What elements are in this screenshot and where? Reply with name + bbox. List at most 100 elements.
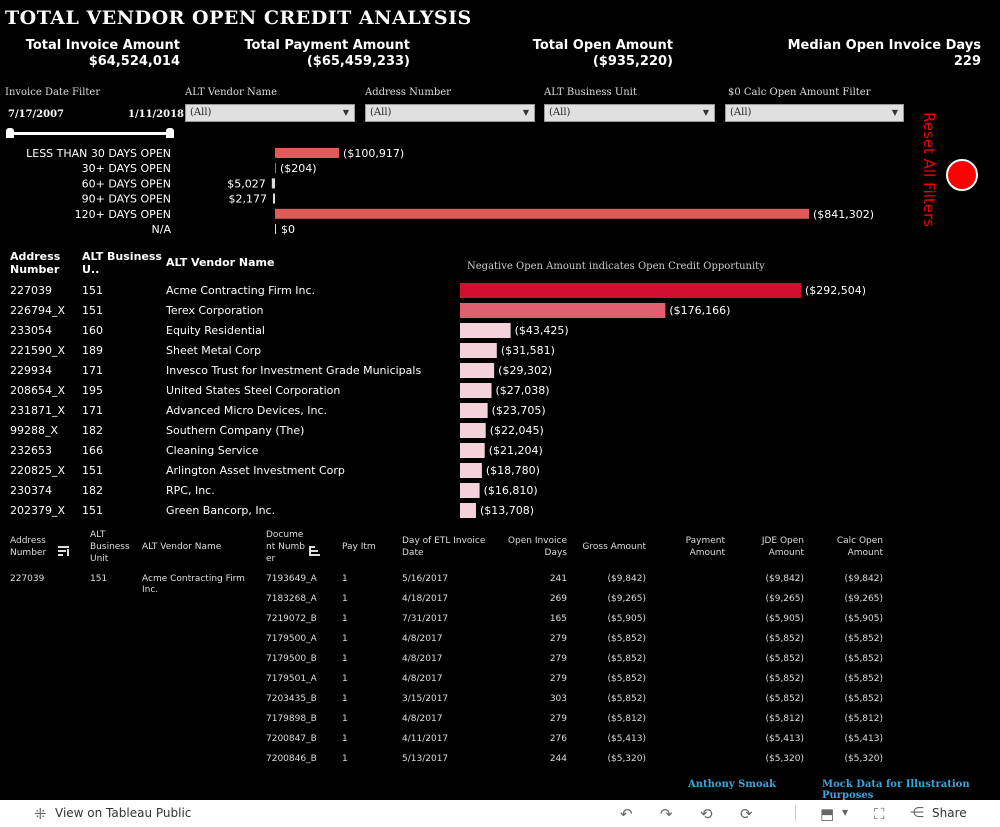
tableau-toolbar: ⁜ View on Tableau Public ↶ ↷ ⟲ ⟳ ⬒ ▼ ⛶ ⋲…	[0, 800, 1000, 827]
cell-invoice-date: 5/13/2017	[402, 754, 449, 764]
cell-jde-open: ($5,413)	[765, 734, 804, 744]
date-end[interactable]: 1/11/2018	[128, 109, 185, 120]
vendor-open-amount-chart: 227039 151 Acme Contracting Firm Inc. ($292…	[10, 283, 866, 518]
share-button[interactable]: Share	[932, 806, 967, 820]
cell-gross-amount: ($5,812)	[607, 714, 646, 724]
cell-gross-amount: ($5,905)	[607, 614, 646, 624]
chevron-down-icon[interactable]: ▼	[842, 808, 849, 817]
cell-document-number: 7219072_B	[266, 614, 317, 624]
fullscreen-icon[interactable]: ⛶	[874, 805, 885, 823]
reset-filters-button[interactable]	[946, 159, 978, 191]
author-credit[interactable]: Anthony Smoak	[688, 779, 777, 790]
address-filter-dropdown[interactable]: (All) ▼	[365, 104, 535, 122]
table-group-vendor: Acme Contracting Firm Inc.	[142, 574, 245, 595]
cell-jde-open: ($9,265)	[765, 594, 804, 604]
cell-calc-open: ($5,852)	[844, 634, 883, 644]
aging-value-label: ($841,302)	[813, 208, 874, 221]
table-header-document-number[interactable]: Document Number	[266, 530, 306, 564]
vendor-row-business-unit: 151	[82, 504, 103, 517]
table-group-business-unit: 151	[90, 574, 108, 584]
vendor-row-address: 232653	[10, 444, 52, 457]
vendor-row-business-unit: 151	[82, 304, 103, 317]
cell-invoice-date: 4/8/2017	[402, 654, 443, 664]
aging-value-label: ($204)	[280, 162, 317, 175]
cell-calc-open: ($5,320)	[844, 754, 883, 764]
table-header-business-unit[interactable]: ALT Business Unit	[90, 530, 130, 564]
vendor-bar-label: ($16,810)	[484, 484, 538, 497]
undo-icon[interactable]: ↶	[620, 805, 633, 823]
vendor-row-business-unit: 171	[82, 364, 103, 377]
cell-calc-open: ($9,842)	[844, 574, 883, 584]
vendor-row-name: Terex Corporation	[165, 304, 263, 317]
vendor-bar-label: ($22,045)	[490, 424, 544, 437]
cell-open-days: 244	[549, 754, 567, 764]
col-header-business-unit: ALT Business U..	[82, 250, 162, 276]
vendor-bar-label: ($27,038)	[496, 384, 550, 397]
cell-document-number: 7179500_A	[266, 634, 317, 644]
date-slider-end-handle[interactable]	[166, 128, 174, 138]
table-header-calc-open[interactable]: Calc Open Amount	[836, 536, 883, 558]
vendor-bar-label: ($43,425)	[515, 324, 569, 337]
vendor-row-business-unit: 182	[82, 424, 103, 437]
table-header-pay-item[interactable]: Pay Itm	[342, 542, 376, 552]
aging-bucket-label: 120+ DAYS OPEN	[75, 208, 171, 221]
redo-icon[interactable]: ↷	[660, 805, 673, 823]
cell-gross-amount: ($5,320)	[607, 754, 646, 764]
table-header-invoice-date[interactable]: Day of ETL Invoice Date	[402, 536, 486, 558]
refresh-icon[interactable]: ⟳	[740, 805, 753, 823]
table-header-vendor-name[interactable]: ALT Vendor Name	[142, 542, 222, 552]
view-on-tableau-link[interactable]: View on Tableau Public	[55, 806, 192, 820]
cell-document-number: 7179501_A	[266, 674, 317, 684]
kpi-value: $64,524,014	[88, 54, 180, 69]
table-header-payment-amount[interactable]: Payment Amount	[685, 536, 725, 558]
vendor-bar-label: ($176,166)	[669, 304, 730, 317]
sort-icon[interactable]	[309, 541, 320, 556]
table-header-gross-amount[interactable]: Gross Amount	[582, 542, 646, 552]
revert-icon[interactable]: ⟲	[700, 805, 713, 823]
cell-calc-open: ($5,852)	[844, 674, 883, 684]
dashboard-title: TOTAL VENDOR OPEN CREDIT ANALYSIS	[5, 7, 472, 29]
calc-open-filter-dropdown[interactable]: (All) ▼	[725, 104, 904, 122]
cell-pay-item: 1	[342, 714, 348, 724]
cell-calc-open: ($9,265)	[844, 594, 883, 604]
share-icon[interactable]: ⋲	[910, 805, 924, 821]
vendor-bar-label: ($23,705)	[492, 404, 546, 417]
dropdown-value: (All)	[549, 107, 571, 118]
date-start[interactable]: 7/17/2007	[8, 109, 65, 120]
cell-gross-amount: ($5,852)	[607, 634, 646, 644]
reset-filters-label[interactable]: Reset All Filters	[920, 112, 938, 227]
cell-invoice-date: 4/8/2017	[402, 674, 443, 684]
kpi-total-payment: Total Payment Amount ($65,459,233)	[230, 38, 410, 70]
cell-jde-open: ($5,852)	[765, 674, 804, 684]
cell-document-number: 7203435_B	[266, 694, 317, 704]
table-header-address[interactable]: Address Number	[10, 536, 47, 558]
aging-bar	[275, 163, 276, 174]
aging-bar	[275, 224, 276, 234]
aging-bucket-label: 90+ DAYS OPEN	[82, 193, 171, 206]
download-icon[interactable]: ⬒	[820, 805, 835, 823]
sort-icon[interactable]	[58, 541, 69, 556]
cell-invoice-date: 4/8/2017	[402, 634, 443, 644]
cell-open-days: 279	[549, 654, 567, 664]
cell-gross-amount: ($5,852)	[607, 674, 646, 684]
vendor-filter-label: ALT Vendor Name	[185, 87, 278, 98]
cell-pay-item: 1	[342, 594, 348, 604]
cell-open-days: 165	[549, 614, 567, 624]
vendor-row-address: 230374	[10, 484, 52, 497]
date-slider-track[interactable]	[9, 132, 173, 135]
table-header-jde-open[interactable]: JDE Open Amount	[761, 536, 804, 558]
business-unit-filter-dropdown[interactable]: (All) ▼	[544, 104, 715, 122]
date-slider-start-handle[interactable]	[6, 128, 14, 138]
mock-data-note: Mock Data for Illustration Purposes	[822, 779, 970, 801]
reset-filters-label-box[interactable]: Reset All Filters	[906, 112, 938, 238]
chevron-down-icon: ▼	[702, 108, 709, 117]
vendor-filter-dropdown[interactable]: (All) ▼	[185, 104, 355, 122]
cell-gross-amount: ($5,852)	[607, 654, 646, 664]
aging-bar	[273, 193, 275, 204]
cell-open-days: 241	[549, 574, 567, 584]
vendor-bar	[460, 383, 492, 398]
table-header-open-days[interactable]: Open Invoice Days	[507, 536, 567, 558]
cell-pay-item: 1	[342, 654, 348, 664]
cell-jde-open: ($5,320)	[765, 754, 804, 764]
toolbar-divider	[795, 805, 796, 821]
